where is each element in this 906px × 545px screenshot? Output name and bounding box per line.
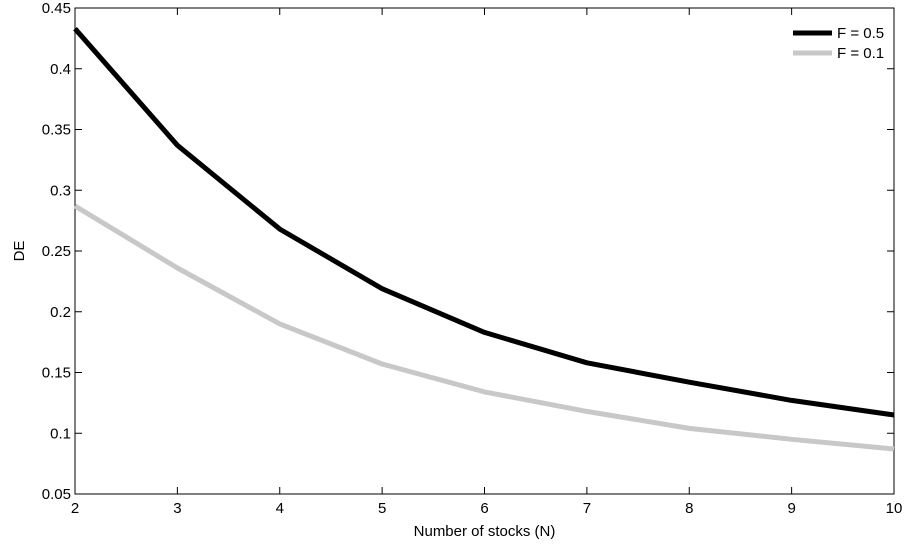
y-tick-label: 0.25 [42, 243, 71, 260]
legend-label: F = 0.1 [837, 45, 884, 62]
y-tick-label: 0.4 [50, 61, 71, 78]
series-layer [73, 27, 895, 452]
y-tick-label: 0.05 [42, 486, 71, 503]
legend: F = 0.5 F = 0.1 [793, 25, 884, 62]
axis-ticks: 2 3 4 5 6 7 8 9 10 0.05 0.1 0.15 0.2 0.25 0.3 0.35 0.4 0.… [42, 0, 903, 517]
x-tick-label: 10 [886, 500, 903, 517]
x-tick-label: 4 [276, 500, 284, 517]
y-tick-label: 0.35 [42, 122, 71, 139]
y-tick-label: 0.15 [42, 365, 71, 382]
series-line [73, 203, 895, 452]
x-tick-label: 3 [173, 500, 181, 517]
x-tick-label: 6 [480, 500, 488, 517]
y-tick-label: 0.2 [50, 304, 71, 321]
y-axis-title: DE [11, 241, 28, 262]
x-tick-label: 9 [787, 500, 795, 517]
x-axis-title: Number of stocks (N) [414, 523, 556, 540]
y-tick-label: 0.45 [42, 0, 71, 17]
x-tick-label: 2 [71, 500, 79, 517]
plot-area [74, 7, 895, 495]
series-line [73, 27, 895, 418]
y-tick-label: 0.3 [50, 182, 71, 199]
x-tick-label: 7 [583, 500, 591, 517]
x-tick-label: 8 [685, 500, 693, 517]
y-tick-label: 0.1 [50, 425, 71, 442]
legend-label: F = 0.5 [837, 25, 884, 42]
x-tick-label: 5 [378, 500, 386, 517]
plot-frame [74, 7, 895, 495]
